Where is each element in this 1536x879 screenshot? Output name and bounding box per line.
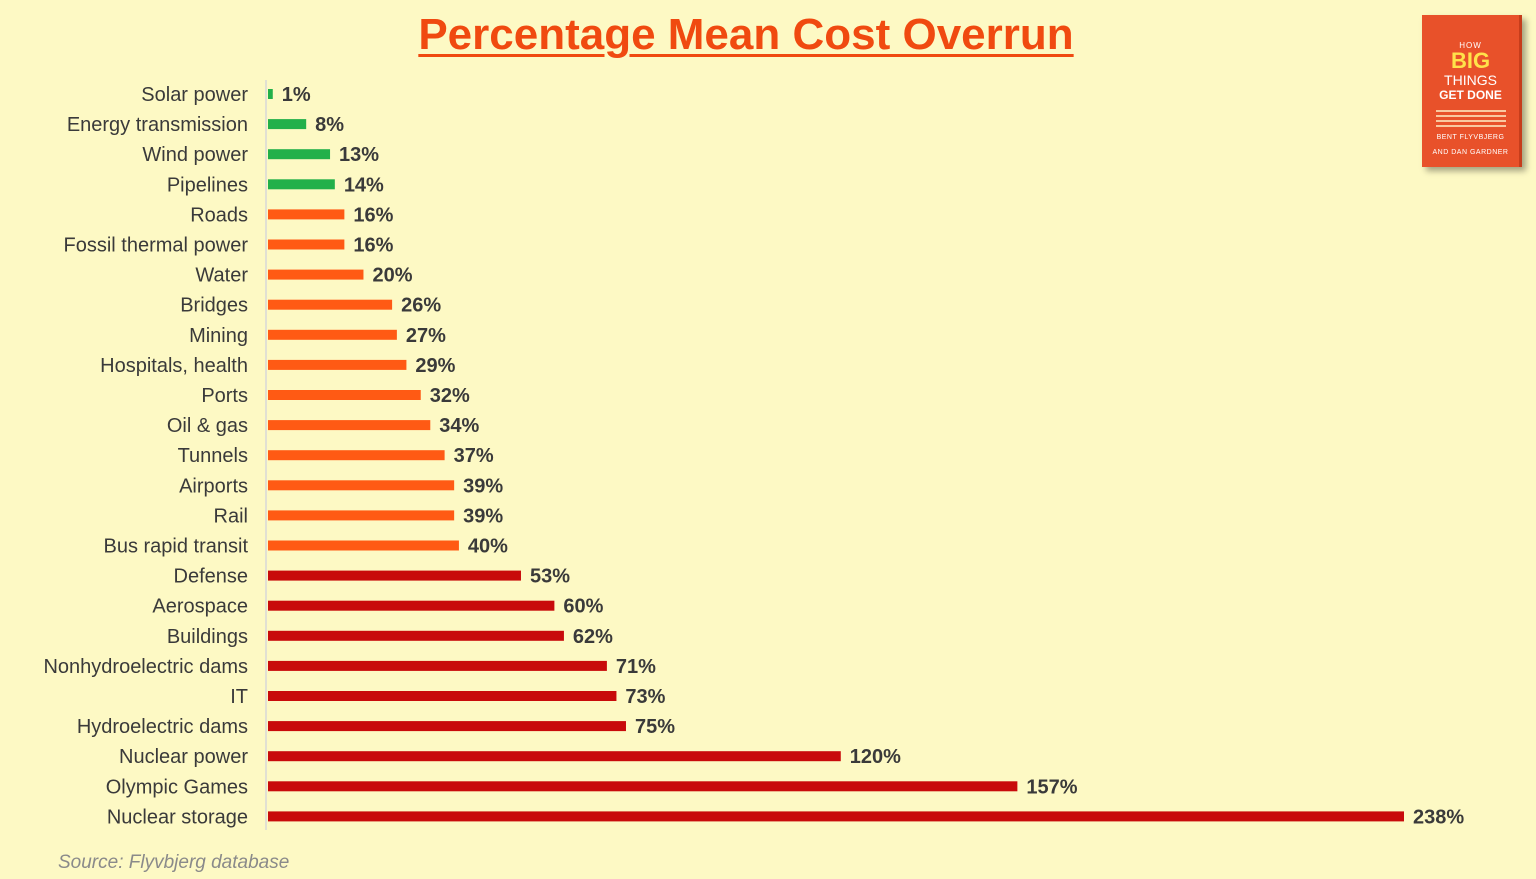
bar (268, 179, 335, 190)
value-label: 73% (625, 686, 665, 708)
value-label: 60% (563, 596, 603, 618)
bar (268, 269, 364, 280)
category-label: Tunnels (178, 445, 248, 467)
bar (268, 600, 555, 611)
book-cover-text-get-done: GET DONE (1439, 88, 1502, 102)
category-label: IT (230, 686, 248, 708)
value-label: 53% (530, 566, 570, 588)
value-label: 34% (439, 415, 479, 437)
value-label: 39% (463, 505, 503, 527)
category-label: Pipelines (167, 174, 248, 196)
bar (268, 420, 431, 431)
value-label: 20% (372, 265, 412, 287)
category-label: Airports (179, 475, 248, 497)
source-note: Source: Flyvbjerg database (58, 852, 290, 873)
value-label: 29% (415, 355, 455, 377)
bar (268, 149, 331, 160)
bar (268, 751, 841, 762)
value-label: 120% (850, 746, 901, 768)
value-label: 37% (454, 445, 494, 467)
category-label: Wind power (142, 144, 248, 166)
bar (268, 781, 1018, 792)
category-label: Defense (174, 566, 249, 588)
value-label: 16% (353, 204, 393, 226)
value-label: 75% (635, 716, 675, 738)
value-label: 26% (401, 295, 441, 317)
category-label: Ports (201, 385, 248, 407)
book-cover-blurb (1435, 110, 1506, 127)
category-label: Aerospace (152, 596, 248, 618)
category-label: Solar power (141, 84, 248, 106)
chart-title: Percentage Mean Cost Overrun (418, 10, 1074, 59)
value-label: 40% (468, 536, 508, 558)
bar (268, 811, 1404, 822)
category-label: Mining (189, 325, 248, 347)
category-label: Bus rapid transit (103, 536, 248, 558)
value-label: 1% (282, 84, 311, 106)
value-label: 32% (430, 385, 470, 407)
bar (268, 540, 459, 551)
book-cover-text-big: BIG (1450, 48, 1491, 73)
category-label: Nuclear storage (107, 806, 248, 828)
bar (268, 299, 393, 310)
category-label: Nonhydroelectric dams (43, 656, 248, 678)
category-label: Roads (190, 204, 248, 226)
category-label: Energy transmission (67, 114, 248, 136)
bar (268, 209, 345, 220)
bar (268, 390, 421, 400)
value-label: 39% (463, 475, 503, 497)
book-cover-author-2: AND DAN GARDNER (1432, 149, 1509, 156)
bar (268, 660, 607, 671)
category-label: Nuclear power (119, 746, 248, 768)
bar (268, 359, 407, 370)
bar (268, 89, 273, 99)
value-label: 16% (353, 235, 393, 257)
value-label: 8% (315, 114, 344, 136)
bar (268, 329, 397, 340)
value-label: 62% (573, 626, 613, 648)
bar (268, 630, 564, 641)
bar (268, 691, 617, 701)
value-label: 27% (406, 325, 446, 347)
book-cover-image: HOW BIG THINGS GET DONE BENT FLYVBJERG A… (1422, 15, 1522, 167)
value-label: 238% (1413, 806, 1464, 828)
bar (268, 721, 626, 732)
category-label: Rail (214, 505, 248, 527)
bar (268, 480, 455, 491)
category-label: Fossil thermal power (63, 235, 248, 257)
bar (268, 510, 455, 521)
category-label: Olympic Games (106, 776, 248, 798)
category-label: Oil & gas (167, 415, 248, 437)
book-cover-author-1: BENT FLYVBJERG (1436, 134, 1505, 141)
book-cover-text-small: HOW (1459, 41, 1482, 50)
category-label: Buildings (167, 626, 248, 648)
category-label: Water (195, 265, 248, 287)
value-label: 13% (339, 144, 379, 166)
book-cover-text-things: THINGS (1444, 72, 1497, 88)
category-label: Hospitals, health (100, 355, 248, 377)
category-label: Bridges (180, 295, 248, 317)
category-label: Hydroelectric dams (77, 716, 248, 738)
value-label: 14% (344, 174, 384, 196)
bar (268, 450, 445, 461)
value-label: 71% (616, 656, 656, 678)
bar (268, 119, 307, 130)
bar (268, 239, 345, 250)
bar (268, 570, 521, 581)
value-label: 157% (1026, 776, 1077, 798)
